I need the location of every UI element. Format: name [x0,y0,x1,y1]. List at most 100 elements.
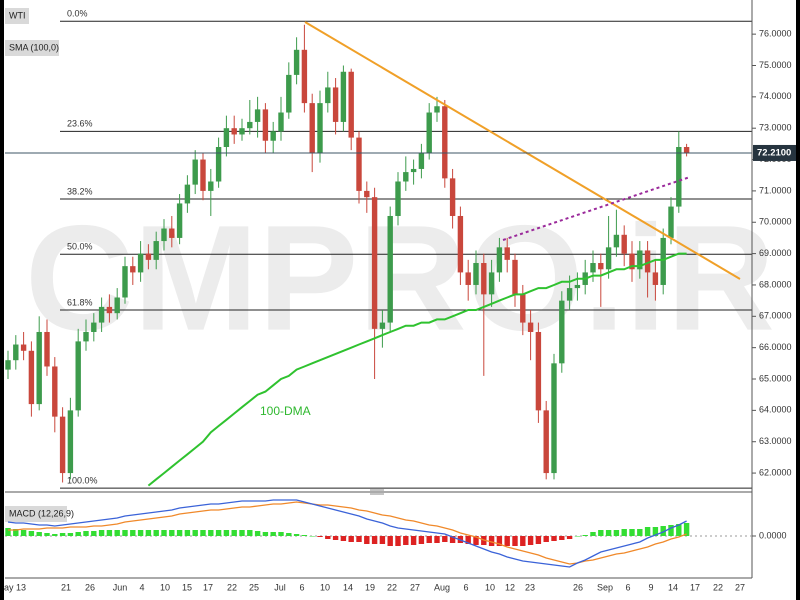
candle-body [215,147,222,182]
y-tick-label: 76.0000 [759,29,792,39]
sma-line [147,252,687,487]
x-tick-label: 19 [365,582,375,592]
macd-box [5,506,67,522]
candle-body [114,297,120,314]
candle-body [161,228,167,242]
macd-histogram-bar [683,523,690,536]
macd-histogram-bar [504,536,510,546]
macd-histogram-bar [410,536,417,545]
x-tick-label: 12 [505,582,515,592]
candle-body [590,263,596,273]
macd-histogram-bar [130,530,136,536]
candle-body [270,131,276,141]
macd-histogram-bar [270,532,276,536]
x-tick-label: ay 13 [4,582,26,592]
candle-body [566,288,573,301]
candle-body [59,416,66,474]
candle-body [5,360,11,370]
candle-body [637,250,643,270]
fib-label: 38.2% [67,186,93,196]
x-tick-label: Sep [597,582,613,592]
macd-histogram-bar [574,536,581,537]
candle-body [83,331,89,342]
macd-histogram-bar [231,530,237,536]
macd-histogram-bar [332,536,339,540]
macd-histogram-bar [5,528,11,536]
candle-body [652,272,659,285]
macd-signal-line [8,501,687,565]
candle-body [28,350,35,405]
macd-histogram-bar [488,536,495,546]
macd-histogram-bar [239,530,245,536]
macd-histogram-bar [543,536,549,542]
indicator-label: SMA (100,0) [9,42,59,52]
y-tick-label: 66.0000 [759,342,792,352]
x-tick-label: 23 [525,582,535,592]
x-tick-label: 26 [85,582,95,592]
macd-histogram-bar [676,524,682,536]
candle-body [325,87,331,104]
candle-body [223,128,230,148]
macd-histogram-bar [473,536,479,545]
candle-body [36,331,42,405]
x-tick-label: Jun [113,582,128,592]
candle-body [231,128,237,135]
macd-histogram-bar [254,531,261,536]
macd-histogram-bar [418,536,425,544]
x-tick-label: 17 [690,582,700,592]
y-tick-label: 62.0000 [759,467,792,477]
x-tick-label: 14 [668,582,678,592]
x-tick-label: 10 [160,582,170,592]
candle-body [473,263,479,285]
candle-body [535,331,542,411]
macd-histogram-bar [122,530,128,536]
candle-body [13,344,19,361]
overlay [5,152,752,487]
macd-histogram-bar [621,529,627,536]
candle-body [247,121,253,129]
candle-body [67,410,74,474]
candle-body [286,74,292,113]
macd-histogram-bar [317,536,323,537]
candle-body [426,112,432,154]
macd-histogram-bar [598,530,604,536]
candle-body [598,263,604,270]
macd-histogram-bar [629,529,635,536]
x-tick-label: 10 [485,582,495,592]
candle-body [551,363,557,474]
x-tick-label: 25 [249,582,259,592]
candle-body [605,247,612,270]
candle-body [44,331,50,367]
macd-histogram-bar [247,530,253,536]
watermark: CMPRO.iR [25,194,775,362]
macd-histogram-bar [660,526,666,536]
macd-histogram-bar [613,530,620,536]
fib-label: 50.0% [67,242,93,252]
candle-body [395,181,401,216]
candle-body [613,234,620,248]
candle-body [153,241,159,260]
candle-body [293,49,300,75]
candle-body [449,178,456,216]
macd-histogram-bar [184,530,191,536]
macd-histogram-bar [36,532,42,536]
macd-histogram-bar [200,530,206,536]
candle-body [262,109,269,141]
macd-histogram-bar [13,529,19,536]
last-price-tag [753,144,796,161]
macd-histogram-bar [262,532,269,536]
macd-histogram-bar [559,536,565,540]
macd-histogram-bar [176,530,183,536]
macd-histogram-bar [527,536,534,545]
macd-histogram-bar [145,530,152,536]
candle-body [488,272,495,295]
fib-label: 0.0% [67,9,88,19]
candle-body [543,410,549,474]
fib-levels: 0.0% 23.6% 38.2% 50.0% 61.8% 100.0% [60,9,752,489]
macd-histogram-bar [356,536,362,542]
symbol-box [5,8,29,24]
candle-body [239,128,245,135]
candle-body [410,168,417,173]
macd-histogram-bar [215,530,222,536]
